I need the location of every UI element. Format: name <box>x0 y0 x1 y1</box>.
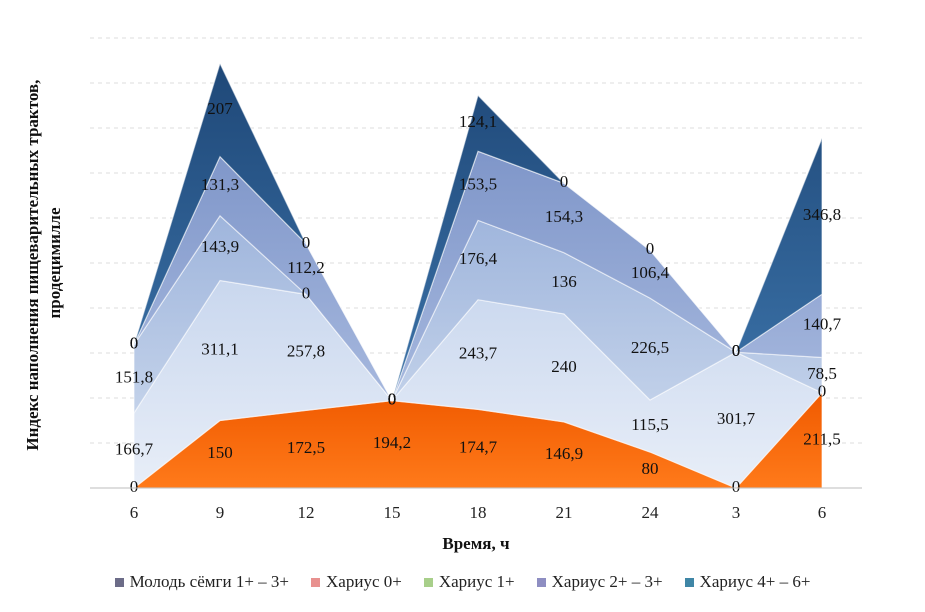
y-axis-title-line1: Индекс наполнения пищеварительных тракто… <box>23 80 42 451</box>
legend-label: Хариус 0+ <box>326 572 402 591</box>
data-label: 226,5 <box>631 338 669 357</box>
data-label: 0 <box>732 341 741 360</box>
data-label: 0 <box>732 341 741 360</box>
legend: Молодь сёмги 1+ – 3+ Хариус 0+ Хариус 1+ Ха… <box>0 572 925 592</box>
data-label: 0 <box>388 390 397 409</box>
legend-item: Хариус 2+ – 3+ <box>536 572 663 592</box>
y-axis-title-line2: продецимилле <box>45 207 64 318</box>
data-label: 80 <box>642 459 659 478</box>
data-label: 115,5 <box>631 415 669 434</box>
data-label: 143,9 <box>201 237 239 256</box>
x-tick-label: 9 <box>216 503 225 522</box>
data-label: 174,7 <box>459 438 498 457</box>
legend-swatch <box>114 577 124 587</box>
data-label: 346,8 <box>803 205 841 224</box>
x-axis-ticks: 6 9 12 15 18 21 24 3 6 <box>130 503 827 522</box>
data-label: 154,3 <box>545 207 583 226</box>
data-label: 151,8 <box>115 368 153 387</box>
data-label: 0 <box>818 382 827 401</box>
data-label: 0 <box>130 477 139 496</box>
data-label: 0 <box>732 341 741 360</box>
data-label: 0 <box>646 239 655 258</box>
data-label: 0 <box>388 390 397 409</box>
data-label: 112,2 <box>287 258 325 277</box>
data-label: 0 <box>732 477 741 496</box>
data-label: 176,4 <box>459 249 498 268</box>
data-label: 124,1 <box>459 112 497 131</box>
legend-swatch <box>536 577 546 587</box>
legend-swatch <box>684 577 694 587</box>
x-tick-label: 12 <box>298 503 315 522</box>
legend-label: Хариус 1+ <box>438 572 515 591</box>
data-label: 153,5 <box>459 175 497 194</box>
data-label: 240 <box>551 357 577 376</box>
y-axis-title: Индекс наполнения пищеварительных тракто… <box>23 75 64 450</box>
data-label: 0 <box>130 334 139 353</box>
data-label: 150 <box>207 443 233 462</box>
data-label: 0 <box>302 233 311 252</box>
x-tick-label: 24 <box>642 503 660 522</box>
data-label: 0 <box>388 390 397 409</box>
x-tick-label: 6 <box>818 503 827 522</box>
data-label: 166,7 <box>115 439 154 458</box>
legend-label: Хариус 2+ – 3+ <box>551 572 663 591</box>
data-label: 131,3 <box>201 175 239 194</box>
x-tick-label: 6 <box>130 503 139 522</box>
data-label: 106,4 <box>631 263 670 282</box>
data-label: 311,1 <box>201 339 239 358</box>
x-tick-label: 3 <box>732 503 741 522</box>
data-label: 146,9 <box>545 444 583 463</box>
data-label: 140,7 <box>803 315 842 334</box>
legend-item: Хариус 0+ <box>311 572 402 592</box>
data-label: 194,2 <box>373 433 411 452</box>
legend-swatch <box>423 577 433 587</box>
x-tick-label: 18 <box>470 503 487 522</box>
legend-item: Хариус 1+ <box>423 572 515 592</box>
legend-swatch <box>311 577 321 587</box>
data-label: 211,5 <box>803 429 841 448</box>
data-label: 136 <box>551 272 577 291</box>
legend-label: Хариус 4+ – 6+ <box>699 572 811 591</box>
x-axis-title: Время, ч <box>442 534 510 553</box>
data-label: 0 <box>302 283 311 302</box>
data-label: 301,7 <box>717 409 756 428</box>
legend-item: Молодь сёмги 1+ – 3+ <box>114 572 290 592</box>
data-label: 78,5 <box>807 364 837 383</box>
data-label: 207 <box>207 99 233 118</box>
legend-item: Хариус 4+ – 6+ <box>684 572 811 592</box>
data-label: 172,5 <box>287 438 325 457</box>
area-series-5 <box>133 61 823 403</box>
data-label: 243,7 <box>459 343 498 362</box>
data-label: 0 <box>388 390 397 409</box>
data-label: 0 <box>560 172 569 191</box>
stacked-areas <box>132 61 823 490</box>
data-label: 257,8 <box>287 341 325 360</box>
data-label: 0 <box>130 334 139 353</box>
legend-label: Молодь сёмги 1+ – 3+ <box>129 572 290 591</box>
x-tick-label: 15 <box>384 503 401 522</box>
x-tick-label: 21 <box>556 503 573 522</box>
data-labels: 0 150 172,5 194,2 174,7 146,9 80 0 211,5 166,7 311… <box>115 99 842 496</box>
